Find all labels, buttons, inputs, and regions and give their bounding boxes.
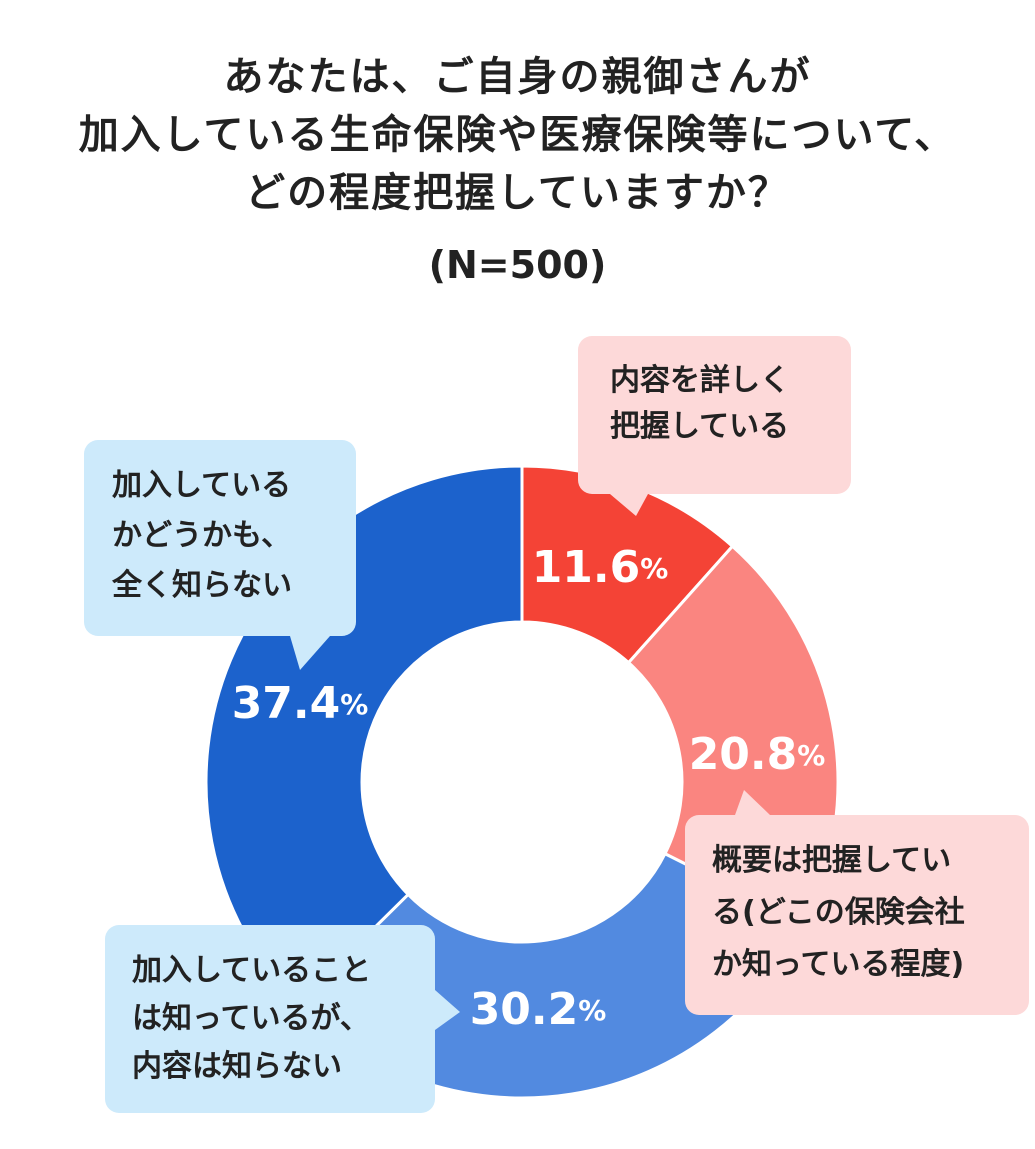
callout-pointer	[290, 636, 330, 670]
callout-box	[685, 815, 1029, 1015]
slice-value-number: 30.2	[470, 984, 579, 1035]
callout-box	[105, 925, 435, 1113]
slice-value-label-4: 37.4%	[232, 678, 369, 729]
title-line-3: どの程度把握していますか？	[245, 170, 790, 216]
callout-label-line: か知っている程度)	[712, 947, 964, 982]
slice-value-number: 11.6	[532, 542, 641, 593]
sample-size-note: (N=500)	[428, 243, 607, 287]
slice-value-unit: %	[797, 739, 825, 772]
slice-value-unit: %	[340, 688, 368, 721]
callout-label-line: 内容を詳しく	[610, 363, 790, 398]
callout-label-line: 内容は知らない	[132, 1049, 342, 1084]
callout-box	[84, 440, 356, 636]
chart-title: あなたは、ご自身の親御さんが 加入している生命保険や医療保険等について、 どの程…	[0, 48, 1035, 222]
title-line-2: 加入している生命保険や医療保険等について、	[78, 112, 957, 158]
callout-label-line: 加入していること	[132, 953, 371, 988]
slice-value-label-1: 11.6%	[532, 542, 669, 593]
callout-label-line: は知っているが、	[132, 1001, 370, 1036]
slice-value-number: 20.8	[689, 729, 798, 780]
callout-box	[578, 336, 851, 494]
callout-label-line: 把握している	[610, 409, 789, 444]
callout-label-line: 全く知らない	[111, 568, 292, 603]
slice-labels: 11.6%20.8%30.2%37.4%	[232, 542, 826, 1035]
callout-label-line: かどうかも、	[112, 518, 291, 553]
slice-value-unit: %	[578, 994, 606, 1027]
callout-label-line: 加入している	[112, 468, 291, 503]
callout-pointer	[610, 494, 648, 516]
slice-value-label-3: 30.2%	[470, 984, 607, 1035]
slice-value-unit: %	[640, 552, 668, 585]
callout-label-line: 概要は把握してい	[712, 843, 951, 878]
slice-value-label-2: 20.8%	[689, 729, 826, 780]
callout-pointer	[735, 790, 770, 815]
callout-label-line: る(どこの保険会社	[712, 895, 965, 930]
slice-value-number: 37.4	[232, 678, 341, 729]
title-line-1: あなたは、ご自身の親御さんが	[223, 54, 812, 100]
callout-pointer	[435, 990, 460, 1030]
